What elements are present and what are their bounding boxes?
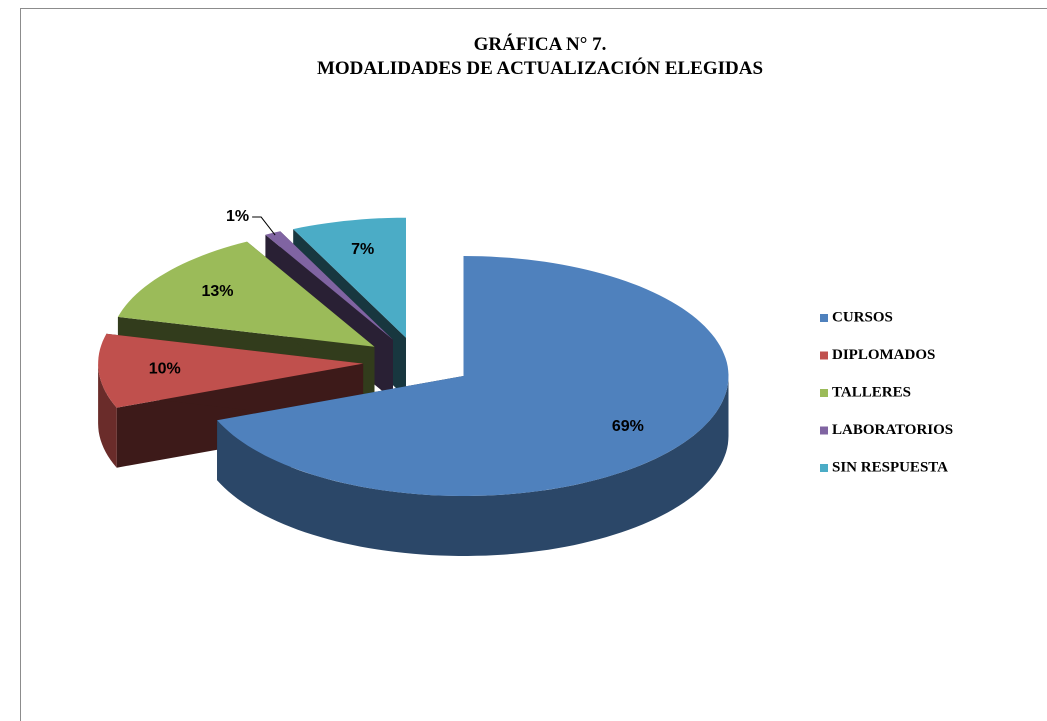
slice-top xyxy=(293,217,406,338)
legend-label: DIPLOMADOS xyxy=(832,347,935,363)
legend-swatch xyxy=(820,389,828,397)
legend-label: LABORATORIOS xyxy=(832,422,953,438)
slice-top xyxy=(117,241,375,347)
slice-wall xyxy=(217,376,729,556)
legend: CURSOS DIPLOMADOS TALLERES LABORATORIOS SIN … xyxy=(820,309,953,475)
pie: 69% 10% 13% 1% 7% xyxy=(98,208,729,556)
data-label: 69% xyxy=(612,418,644,435)
slice-top xyxy=(98,333,364,408)
legend-label: TALLERES xyxy=(832,384,911,400)
legend-swatch xyxy=(820,351,828,360)
legend-label: SIN RESPUESTA xyxy=(832,459,948,475)
slice xyxy=(217,256,729,556)
slice-top xyxy=(217,256,729,496)
legend-label: CURSOS xyxy=(832,309,893,325)
data-label: 1% xyxy=(226,208,249,225)
legend-swatch xyxy=(820,426,828,435)
slice-top xyxy=(265,231,393,340)
slice-wall xyxy=(98,363,117,468)
data-label: 13% xyxy=(201,283,233,300)
legend-swatch xyxy=(820,314,828,322)
data-label: 7% xyxy=(351,241,374,258)
leader-line xyxy=(252,216,276,236)
data-label: 10% xyxy=(149,360,181,377)
slice xyxy=(98,333,364,468)
legend-swatch xyxy=(820,464,828,472)
chart-subtitle: MODALIDADES DE ACTUALIZACIÓN ELEGIDAS xyxy=(317,57,763,79)
chart-title: GRÁFICA N° 7. xyxy=(474,33,607,55)
